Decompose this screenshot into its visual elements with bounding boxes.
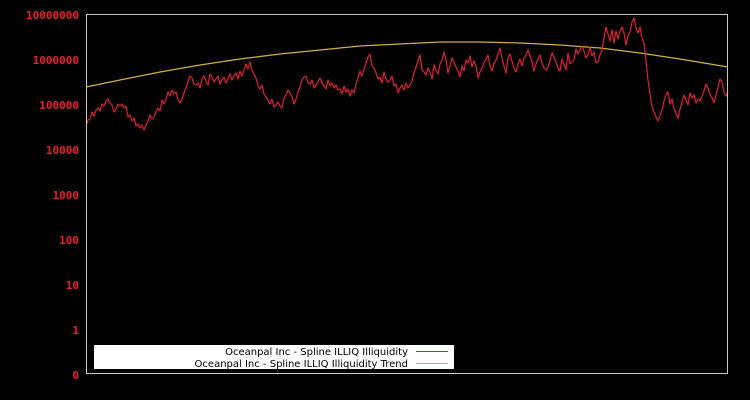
y-tick-label: 1000000 [33,54,79,67]
plot-frame [86,14,728,374]
y-tick-label: 100000 [39,99,79,112]
trend-line [85,41,729,88]
y-tick-label: 1000 [53,189,80,202]
illiquidity-line [85,17,729,131]
legend-label-illiquidity: Oceanpal Inc - Spline ILLIQ Illiquidity [225,347,408,358]
legend-label-trend: Oceanpal Inc - Spline ILLIQ Illiquidity … [195,359,408,370]
y-tick-label: 10000 [46,144,79,157]
y-tick-label: 100 [59,234,79,247]
legend-box [94,345,454,369]
y-tick-label: 10 [66,279,79,292]
plot-area [85,17,729,131]
y-tick-label: 1 [72,324,79,337]
y-tick-label: 0 [72,369,79,382]
y-tick-label: 10000000 [26,9,79,22]
legend: Oceanpal Inc - Spline ILLIQ Illiquidity … [94,345,454,370]
